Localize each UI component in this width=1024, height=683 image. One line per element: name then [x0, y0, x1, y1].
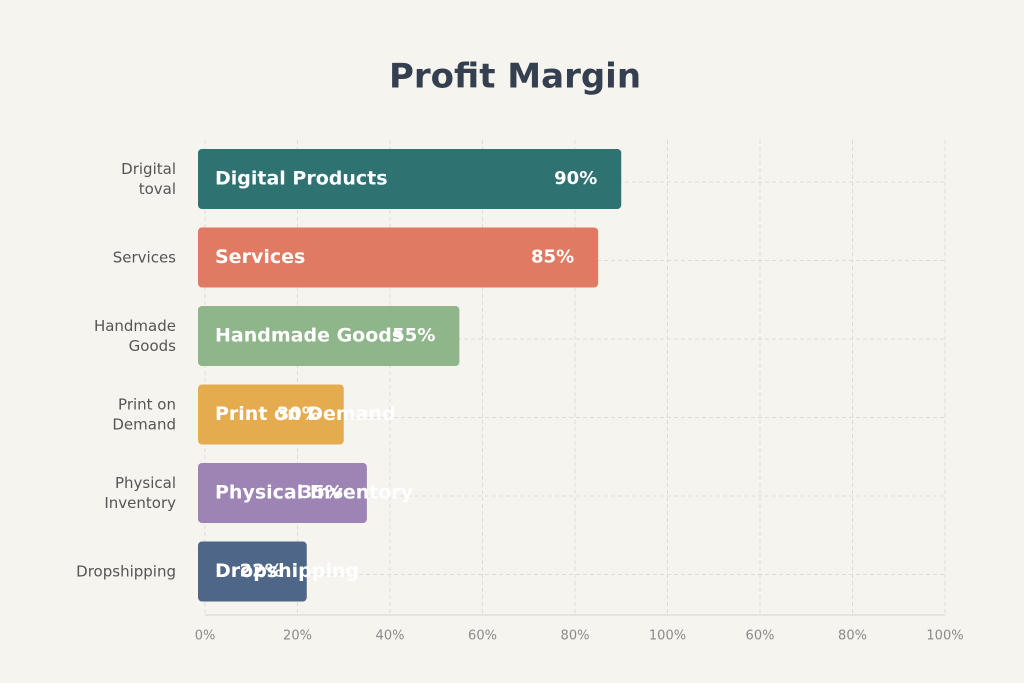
bar — [198, 227, 599, 288]
bar-category-label: Dropshipping — [215, 560, 359, 582]
bar-category-label: Print on Demand — [215, 403, 396, 425]
y-tick-label: Physical Inventory — [104, 474, 176, 512]
bar-category-label: Physical Inventory — [215, 482, 414, 504]
value-label: 22% — [240, 561, 283, 582]
chart-title: Profit Margin — [389, 57, 641, 97]
bar-category-label: Handmade Goods — [215, 325, 403, 347]
bar — [198, 384, 344, 445]
x-tick-label: 60% — [468, 629, 497, 644]
y-tick-label: Print on Demand — [112, 395, 176, 433]
y-tick-label-line: Services — [113, 248, 176, 266]
x-tick-label: 40% — [376, 629, 405, 644]
y-tick-label-line: Dropshipping — [76, 562, 176, 580]
y-tick-label: Dropshipping — [76, 562, 176, 580]
value-label: 55% — [392, 325, 435, 346]
y-tick-label: Services — [113, 248, 176, 266]
y-tick-label-line: Handmade — [94, 317, 176, 335]
y-tick-label-line: Drigital — [121, 160, 176, 178]
y-tick-label-line: Inventory — [104, 494, 176, 512]
x-tick-label: 20% — [283, 629, 312, 644]
value-label: 90% — [554, 168, 597, 189]
y-tick-label-line: Print on — [118, 395, 176, 413]
y-tick-label-line: toval — [139, 180, 176, 198]
x-tick-label: 80% — [838, 629, 867, 644]
value-label: 85% — [531, 247, 574, 268]
bar — [198, 463, 367, 523]
value-label: 30% — [277, 404, 320, 425]
x-tick-label: 80% — [561, 629, 590, 644]
y-tick-label-line: Demand — [112, 415, 176, 433]
bar — [198, 306, 460, 366]
x-tick-label: 100% — [926, 629, 963, 644]
value-label: 35% — [300, 482, 343, 503]
x-tick-label: 0% — [195, 629, 216, 644]
bar — [198, 541, 307, 602]
y-tick-label: Drigital toval — [121, 160, 176, 198]
y-tick-label-line: Physical — [115, 474, 176, 492]
bar-category-label: Digital Products — [215, 168, 388, 190]
x-tick-label: 60% — [746, 629, 775, 644]
y-tick-label-line: Goods — [129, 337, 176, 355]
bar-category-label: Services — [215, 246, 305, 268]
x-tick-label: 100% — [649, 629, 686, 644]
y-tick-label: Handmade Goods — [94, 317, 176, 355]
bar — [198, 149, 622, 209]
